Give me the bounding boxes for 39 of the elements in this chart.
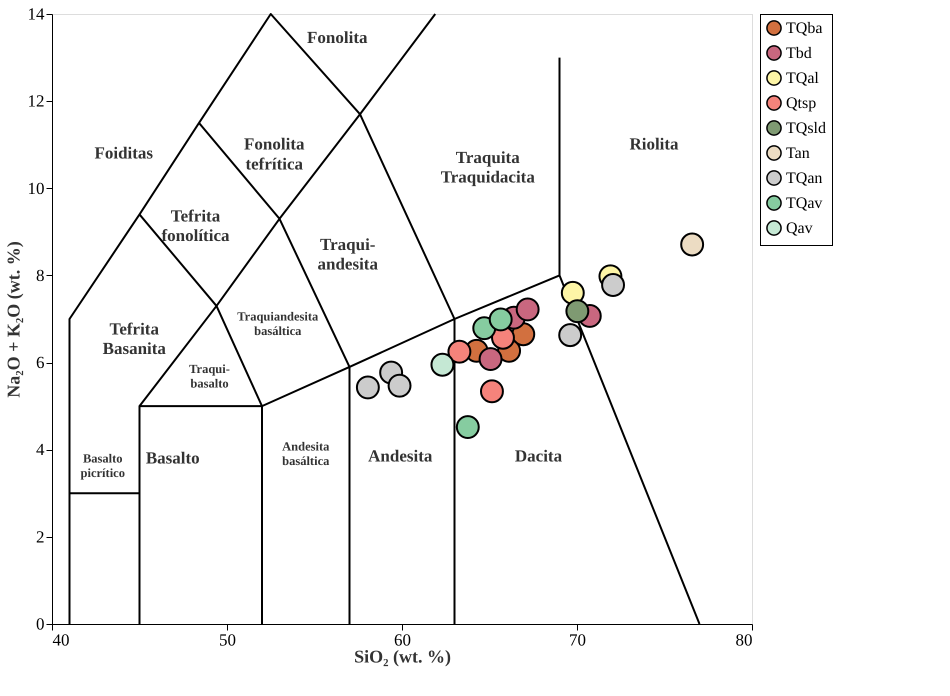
y-tick-label: 0 <box>36 614 44 634</box>
legend-label: Tan <box>786 145 810 162</box>
y-tick-label: 8 <box>36 266 44 285</box>
legend-label: TQba <box>786 20 822 37</box>
annotation: Tefrita Basanita <box>102 319 166 358</box>
annotation: Basalto <box>146 448 200 468</box>
annotation: Tefrita fonolítica <box>162 206 230 246</box>
y-tick-label: 6 <box>36 353 44 372</box>
legend-label: TQav <box>786 195 822 212</box>
legend-label: TQan <box>786 170 822 187</box>
x-tick-label: 50 <box>219 630 236 650</box>
annotation: Riolita <box>629 134 680 154</box>
y-tick-label: 10 <box>28 178 44 198</box>
y-tick-label: 2 <box>36 527 44 546</box>
x-tick-label: 40 <box>52 630 70 650</box>
annotation: Traqui- basalto <box>189 362 230 390</box>
annotation: Fonolita tefrítica <box>244 134 305 174</box>
x-tick-label: 60 <box>394 630 411 650</box>
legend-label: Qtsp <box>786 95 816 112</box>
annotation: Fonolita <box>307 28 368 47</box>
annotation: Basalto picrítico <box>80 451 125 480</box>
annotation: Foiditas <box>94 143 154 162</box>
y-tick-label: 14 <box>28 4 45 24</box>
y-tick-label: 12 <box>28 92 44 111</box>
annotation: Andesita basáltica <box>282 440 330 468</box>
legend-label: TQal <box>786 70 820 87</box>
annotation: Andesita <box>368 446 433 466</box>
x-tick-label: 80 <box>736 630 752 650</box>
legend-label: TQsld <box>786 120 826 137</box>
x-tick-label: 70 <box>569 630 586 650</box>
x-axis-title: SiO₂ (wt. %) <box>354 646 451 666</box>
legend-label: Qav <box>786 220 813 237</box>
legend-label: Tbd <box>786 45 812 62</box>
annotation: Traquiandesita basáltica <box>237 309 320 338</box>
annotation: Dacita <box>514 446 563 466</box>
annotation: Traqui- andesita <box>318 234 378 274</box>
y-axis-title: Na₂O + K₂O (wt. %) <box>4 241 24 398</box>
y-tick-label: 4 <box>36 440 45 460</box>
annotation: Traquita Traquidacita <box>440 148 536 186</box>
